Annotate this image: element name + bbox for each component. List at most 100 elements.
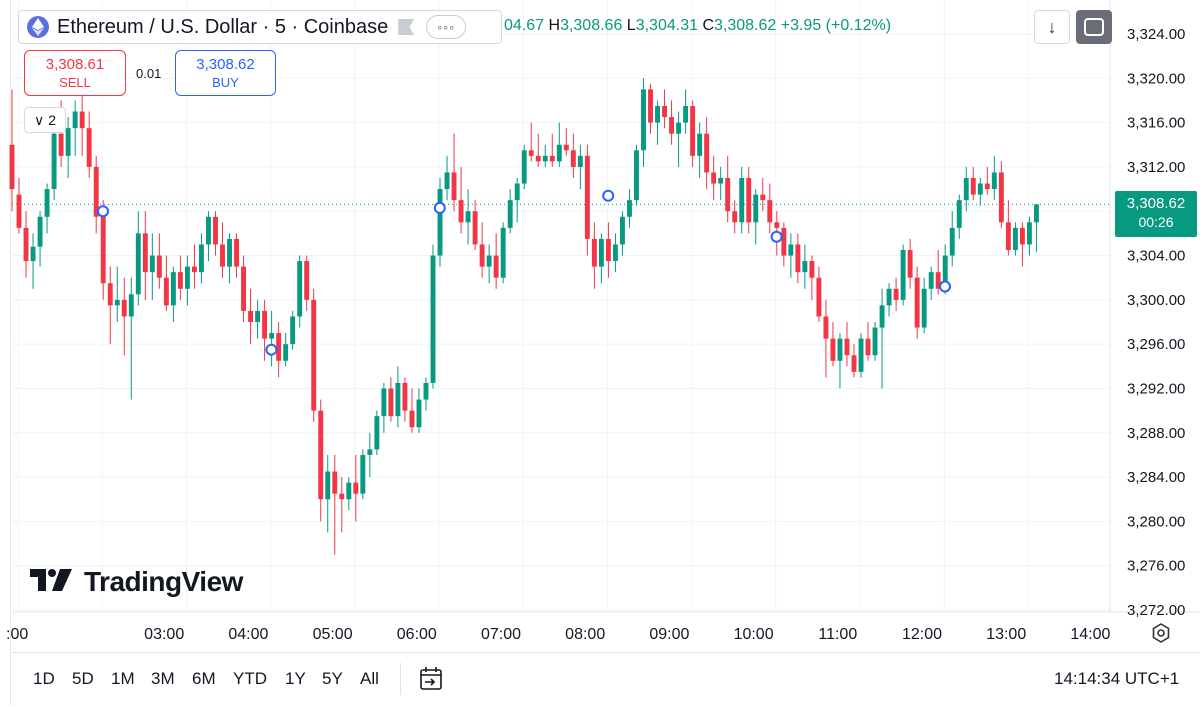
candle[interactable] [128,277,134,400]
candle[interactable] [886,283,892,317]
candle[interactable] [711,155,717,201]
candle[interactable] [781,222,787,267]
candle[interactable] [206,211,211,262]
candle[interactable] [93,155,99,234]
candle[interactable] [704,117,710,190]
candle[interactable] [493,233,499,289]
candle[interactable] [612,233,618,273]
candle[interactable] [1019,222,1025,267]
candle[interactable] [149,233,155,300]
candle[interactable] [121,277,127,356]
gear-icon[interactable] [1150,622,1172,644]
candle[interactable] [65,117,71,178]
candle[interactable] [563,128,569,156]
candle[interactable] [591,222,597,289]
range-button-3m[interactable]: 3M [151,669,175,688]
candle[interactable] [339,477,345,533]
candle[interactable] [949,211,955,267]
more-dots-icon[interactable]: ◦◦◦ [426,15,467,39]
candle[interactable] [802,244,808,289]
candle[interactable] [283,333,289,367]
candle[interactable] [346,477,352,511]
candle[interactable] [865,322,871,361]
flag-icon[interactable] [398,19,415,35]
candle[interactable] [683,89,689,134]
range-button-1d[interactable]: 1D [33,669,55,688]
candle[interactable] [521,144,527,190]
candle[interactable] [669,100,675,145]
candle[interactable] [788,233,794,278]
candle[interactable] [262,299,268,361]
candle[interactable] [914,266,920,339]
candle[interactable] [248,288,254,345]
candle[interactable] [627,189,632,228]
candle[interactable] [381,382,387,433]
candle[interactable] [584,144,590,256]
candle[interactable] [332,454,338,555]
range-button-ytd[interactable]: YTD [233,669,267,688]
indicators-collapse-button[interactable]: ∨ 2 [24,107,66,133]
candle[interactable] [220,222,225,278]
candle[interactable] [184,255,190,306]
candle[interactable] [465,189,471,245]
candle[interactable] [858,333,864,378]
candle[interactable] [142,211,148,300]
candle[interactable] [170,266,176,322]
candle[interactable] [549,133,555,167]
candle[interactable] [837,333,843,389]
candle[interactable] [395,366,401,428]
candle[interactable] [423,377,429,411]
buy-button[interactable]: 3,308.62 BUY [175,50,276,96]
candle[interactable] [325,454,331,533]
candle[interactable] [304,255,310,311]
candle[interactable] [514,178,520,223]
session-marker[interactable] [433,201,446,214]
range-button-1y[interactable]: 1Y [285,669,306,688]
candle[interactable] [16,178,22,234]
range-button-all[interactable]: All [360,669,379,688]
candle[interactable] [732,200,738,234]
candle[interactable] [963,166,969,212]
candle[interactable] [79,94,85,156]
candle[interactable] [528,122,534,162]
candle[interactable] [297,255,303,328]
candle[interactable] [718,166,724,201]
candle[interactable] [697,122,703,178]
candle[interactable] [458,166,464,234]
candle[interactable] [844,322,850,367]
candle[interactable] [893,277,899,311]
candle[interactable] [402,377,408,422]
candle[interactable] [577,144,583,190]
range-button-5d[interactable]: 5D [72,669,94,688]
candle[interactable] [690,100,696,167]
candle[interactable] [198,233,204,284]
session-marker[interactable] [265,343,278,356]
candle[interactable] [935,250,941,295]
candle[interactable] [816,266,822,322]
candle[interactable] [809,255,815,300]
candle[interactable] [269,310,275,367]
clock-timezone[interactable]: 14:14:34 UTC+1 [1054,669,1180,688]
candle[interactable] [535,133,541,167]
candle[interactable] [437,178,443,267]
candle[interactable] [556,122,562,167]
range-button-5y[interactable]: 5Y [322,669,343,688]
candle[interactable] [486,244,492,284]
candle[interactable] [72,100,78,156]
candle[interactable] [739,166,745,234]
candle[interactable] [1012,222,1018,256]
candle[interactable] [900,244,906,306]
candle[interactable] [360,449,366,500]
candle[interactable] [725,155,731,223]
candle[interactable] [605,222,611,278]
candle[interactable] [767,183,773,234]
candle[interactable] [409,388,415,433]
candle[interactable] [472,200,478,250]
candle[interactable] [30,233,36,289]
candle[interactable] [367,432,373,478]
candle[interactable] [213,211,218,256]
candle[interactable] [970,166,976,201]
candle[interactable] [479,222,485,278]
candle[interactable] [634,144,639,206]
